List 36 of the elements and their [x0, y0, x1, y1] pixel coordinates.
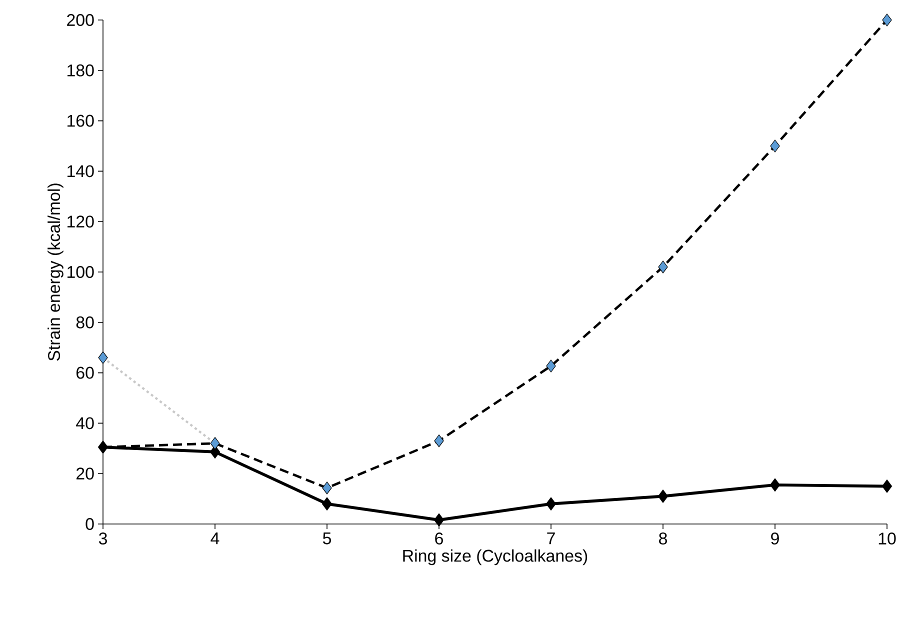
- point: [546, 497, 556, 511]
- point: [882, 14, 892, 26]
- y-tick-label: 60: [76, 366, 94, 379]
- y-tick-label: 200: [67, 14, 94, 26]
- x-tick-label: 9: [771, 532, 779, 545]
- x-tick-label: 10: [878, 532, 896, 545]
- y-tick-label: 20: [76, 468, 94, 480]
- point: [434, 513, 444, 527]
- y-tick-label: 100: [68, 266, 94, 278]
- point: [658, 260, 668, 274]
- point: [322, 482, 332, 494]
- x-tick-label: 6: [435, 532, 443, 545]
- x-tick-label: 7: [547, 532, 555, 544]
- point: [546, 360, 556, 372]
- y-tick-label: 140: [68, 165, 94, 178]
- point: [322, 497, 332, 511]
- y-tick-label: 80: [76, 316, 94, 328]
- point: [210, 437, 220, 450]
- y-tick-label: 40: [76, 417, 94, 430]
- x-axis-title: Ring size (Cycloalkanes): [403, 549, 588, 566]
- y-tick-label: 0: [86, 518, 94, 530]
- point: [98, 440, 108, 454]
- point: [882, 479, 892, 493]
- point: [98, 351, 108, 364]
- x-tick-label: 8: [659, 532, 667, 545]
- y-axis-title: Strain energy (kcal/mol): [48, 184, 64, 361]
- x-tick-label: 3: [98, 532, 107, 545]
- point: [658, 490, 668, 504]
- y-tick-label: 160: [68, 114, 94, 127]
- y-tick-label: 180: [68, 64, 94, 76]
- point: [770, 140, 780, 152]
- x-tick-label: 4: [210, 532, 220, 544]
- y-tick-label: 120: [68, 216, 94, 228]
- x-tick-label: 5: [322, 532, 331, 544]
- point: [770, 478, 780, 492]
- point: [434, 434, 444, 448]
